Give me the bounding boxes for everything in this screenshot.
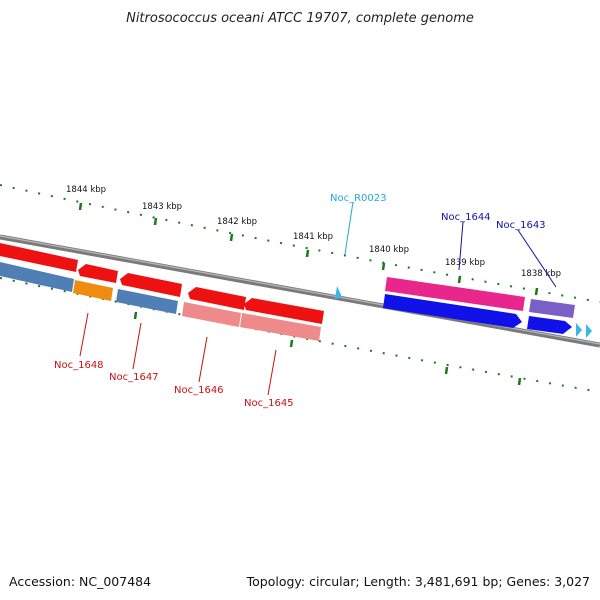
gene-feature-red[interactable]: [120, 273, 182, 297]
small-feature-cyan[interactable]: [586, 324, 592, 338]
gene-labels: Noc_R0023 Noc_1644 Noc_1643 Noc_1648 Noc…: [54, 193, 546, 409]
gene-feature-red[interactable]: [244, 298, 324, 324]
kbp-labels: 1844 kbp 1843 kbp 1842 kbp 1841 kbp 1840…: [66, 185, 561, 279]
leader-line: [132, 322, 142, 370]
gene-feature-royal-blue[interactable]: [527, 316, 572, 334]
gene-feature-pink[interactable]: [182, 302, 241, 327]
kbp-label: 1841 kbp: [293, 232, 333, 242]
leader-line: [79, 312, 89, 357]
gene-feature-orange[interactable]: [73, 280, 113, 301]
major-tick: [153, 217, 158, 226]
kbp-label: 1839 kbp: [445, 258, 485, 268]
backbone-highlight: [0, 235, 600, 345]
inner-major-ticks: [133, 311, 522, 386]
inner-major-tick: [444, 366, 449, 375]
gene-label-noc-1648[interactable]: Noc_1648: [54, 360, 104, 371]
gene-feature-magenta[interactable]: [385, 277, 525, 311]
topology-text: Topology: circular; Length: 3,481,691 bp…: [246, 574, 590, 589]
inner-major-tick: [133, 311, 138, 320]
leader-line: [517, 229, 557, 288]
kbp-label: 1843 kbp: [142, 202, 182, 212]
major-tick: [457, 275, 462, 284]
gene-feature-blue[interactable]: [116, 289, 178, 314]
gene-label-noc-1643[interactable]: Noc_1643: [496, 220, 546, 231]
leader-line: [267, 349, 277, 396]
accession-text: Accession: NC_007484: [9, 574, 151, 589]
major-tick: [78, 202, 83, 211]
major-tick: [534, 287, 539, 296]
gene-label-noc-1644[interactable]: Noc_1644: [441, 212, 491, 223]
kbp-label: 1844 kbp: [66, 185, 106, 195]
forward-strand-features: [0, 243, 324, 324]
gene-feature-red[interactable]: [0, 243, 78, 272]
gene-feature-royal-blue[interactable]: [383, 294, 522, 328]
gene-label-noc-r0023[interactable]: Noc_R0023: [330, 193, 387, 204]
gene-feature-red[interactable]: [78, 264, 118, 283]
leader-line: [344, 201, 354, 255]
inner-major-tick: [289, 339, 294, 348]
kbp-label: 1838 kbp: [521, 269, 561, 279]
gene-feature-pink[interactable]: [240, 313, 321, 341]
gene-feature-blue[interactable]: [0, 262, 74, 292]
label-leaders: [79, 201, 557, 396]
gene-feature-red[interactable]: [188, 287, 246, 310]
inner-major-tick: [517, 377, 522, 386]
right-strand-features: [335, 277, 592, 338]
reverse-strand-features: [0, 262, 321, 341]
major-tick: [229, 233, 234, 242]
small-feature-cyan[interactable]: [576, 323, 582, 337]
major-ticks: [78, 202, 539, 296]
gene-label-noc-1646[interactable]: Noc_1646: [174, 385, 224, 396]
gene-feature-purple[interactable]: [529, 299, 575, 318]
kbp-label: 1840 kbp: [369, 245, 409, 255]
gene-label-noc-1647[interactable]: Noc_1647: [109, 372, 159, 383]
leader-line: [458, 221, 464, 271]
major-tick: [381, 262, 386, 271]
map-title: Nitrosococcus oceani ATCC 19707, complet…: [126, 11, 474, 26]
major-tick: [305, 249, 310, 258]
gene-label-noc-1645[interactable]: Noc_1645: [244, 398, 294, 409]
trna-feature[interactable]: [335, 286, 342, 299]
kbp-label: 1842 kbp: [217, 217, 257, 227]
leader-line: [198, 336, 208, 383]
